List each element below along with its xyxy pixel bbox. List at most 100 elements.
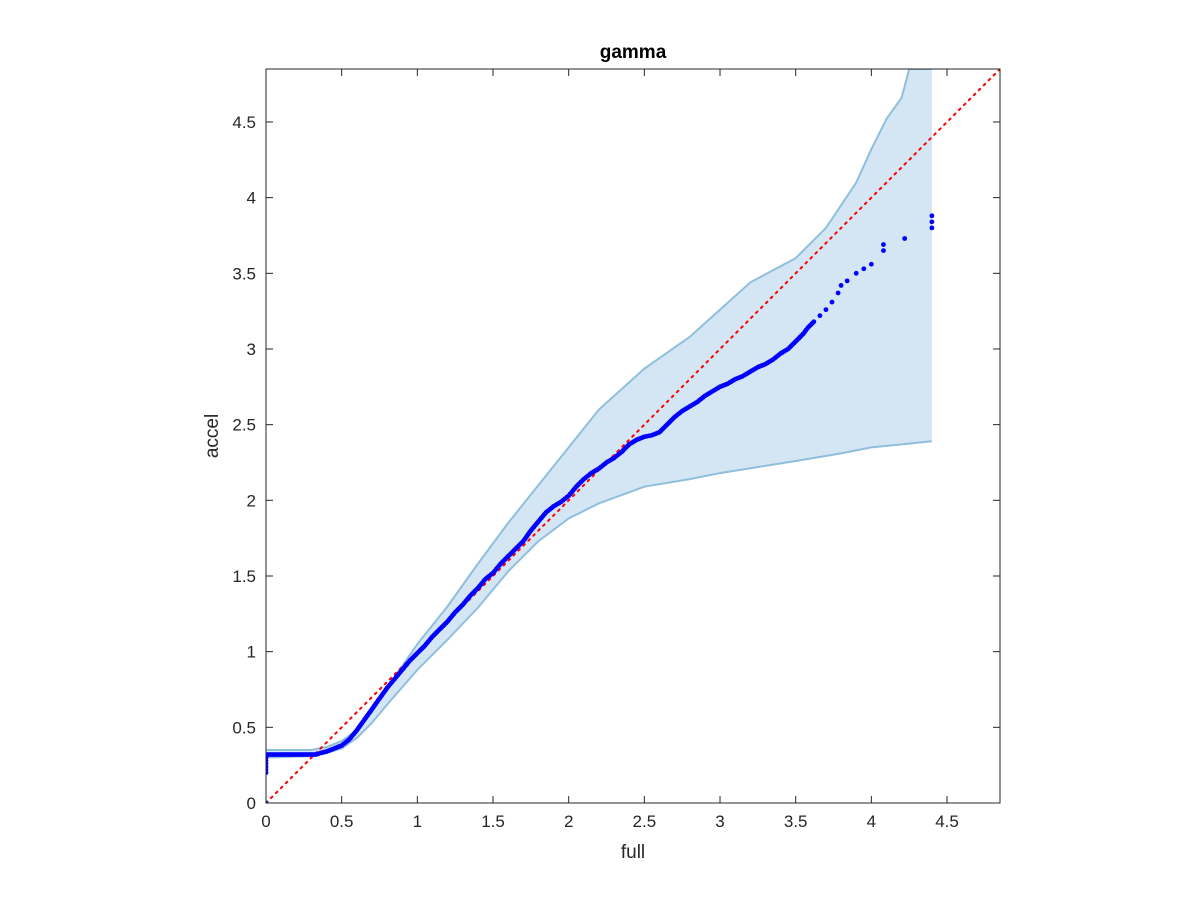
data-point bbox=[322, 749, 327, 755]
data-point bbox=[390, 678, 396, 684]
data-point bbox=[803, 327, 809, 333]
y-tick-label: 4 bbox=[247, 189, 256, 208]
data-point bbox=[383, 687, 389, 693]
data-point bbox=[838, 283, 844, 288]
data-point bbox=[677, 410, 683, 415]
data-point bbox=[655, 430, 660, 436]
data-point bbox=[881, 242, 886, 247]
data-point bbox=[761, 362, 766, 368]
data-point bbox=[829, 299, 835, 305]
band-lower-edge bbox=[266, 440, 932, 759]
x-tick-label: 4 bbox=[867, 812, 876, 831]
data-point bbox=[481, 578, 487, 584]
data-point bbox=[646, 433, 652, 439]
data-point bbox=[753, 365, 759, 371]
data-point bbox=[375, 697, 381, 703]
x-tick-label: 3.5 bbox=[784, 812, 808, 831]
data-point bbox=[428, 635, 434, 641]
data-point bbox=[329, 746, 335, 752]
data-point bbox=[738, 374, 744, 380]
data-point bbox=[745, 370, 751, 376]
data-point bbox=[715, 385, 721, 391]
data-point bbox=[776, 352, 782, 358]
data-point bbox=[625, 443, 631, 449]
data-point bbox=[473, 587, 479, 593]
data-point bbox=[791, 340, 797, 346]
data-point bbox=[902, 236, 908, 241]
data-point bbox=[881, 248, 886, 254]
y-tick-label: 1 bbox=[247, 643, 256, 662]
data-point bbox=[693, 400, 698, 406]
data-point bbox=[564, 494, 570, 500]
data-point bbox=[853, 270, 859, 276]
data-point bbox=[587, 472, 592, 477]
data-point bbox=[617, 451, 623, 456]
y-tick-label: 0.5 bbox=[232, 718, 256, 737]
x-tick-label: 0.5 bbox=[330, 812, 354, 831]
confidence-band-fill bbox=[266, 69, 932, 758]
data-point bbox=[266, 800, 269, 803]
y-tick-label: 0 bbox=[247, 794, 256, 813]
y-tick-label: 4.5 bbox=[232, 113, 256, 132]
data-point bbox=[817, 313, 823, 319]
y-tick-label: 3 bbox=[247, 340, 256, 359]
identity-reference-line bbox=[266, 69, 1000, 803]
data-point bbox=[844, 278, 850, 284]
data-point bbox=[496, 563, 502, 569]
data-point bbox=[723, 382, 729, 387]
data-point bbox=[337, 743, 343, 749]
data-point bbox=[868, 261, 874, 267]
data-point bbox=[466, 595, 472, 600]
data-point bbox=[413, 652, 419, 658]
data-point bbox=[360, 719, 366, 724]
data-point bbox=[443, 620, 449, 626]
data-point bbox=[579, 478, 585, 484]
plot-area: 0 0.5 1 1.5 2 2.5 3 3.5 4 4.5 0 0.5 1 1.5 2 2.5 3 3.5 4 4.5 bbox=[232, 68, 1001, 831]
data-point bbox=[783, 347, 789, 353]
data-point bbox=[527, 529, 532, 535]
data-point bbox=[640, 435, 645, 440]
chart-title: gamma bbox=[600, 42, 667, 63]
y-tick-label: 3.5 bbox=[232, 264, 256, 283]
data-point bbox=[549, 505, 555, 511]
x-axis-label: full bbox=[621, 842, 645, 863]
data-point bbox=[368, 708, 374, 714]
axis-ticks-layer: 0 0.5 1 1.5 2 2.5 3 3.5 4 4.5 0 0.5 1 1.5 2 2.5 3 3.5 4 4.5 bbox=[232, 69, 1000, 831]
data-point bbox=[809, 320, 815, 326]
data-point bbox=[861, 266, 867, 272]
x-tick-label: 2 bbox=[564, 812, 573, 831]
x-tick-label: 3 bbox=[715, 812, 724, 831]
data-point bbox=[663, 423, 668, 429]
data-point bbox=[451, 611, 457, 617]
x-tick-label: 1 bbox=[413, 812, 422, 831]
axes-box bbox=[265, 68, 1001, 804]
data-point bbox=[929, 225, 935, 231]
data-point bbox=[632, 438, 638, 444]
data-point bbox=[929, 219, 935, 225]
y-tick-label: 2 bbox=[247, 491, 256, 510]
data-point bbox=[344, 738, 350, 744]
data-point bbox=[405, 660, 411, 665]
data-point bbox=[572, 486, 578, 491]
data-point bbox=[420, 644, 426, 650]
data-point bbox=[504, 555, 510, 561]
data-point bbox=[835, 290, 841, 296]
data-point bbox=[398, 669, 404, 675]
x-tick-label: 2.5 bbox=[633, 812, 657, 831]
data-point bbox=[311, 752, 317, 757]
data-point bbox=[700, 395, 706, 400]
data-point bbox=[315, 751, 321, 757]
data-point bbox=[929, 213, 935, 219]
data-point bbox=[556, 500, 562, 506]
data-points-layer bbox=[266, 213, 935, 803]
data-point bbox=[519, 540, 525, 546]
data-point bbox=[799, 332, 805, 338]
data-point bbox=[542, 511, 547, 517]
x-tick-label: 4.5 bbox=[935, 812, 959, 831]
data-point bbox=[670, 416, 676, 421]
y-tick-label: 2.5 bbox=[232, 416, 256, 435]
data-point bbox=[458, 603, 464, 609]
data-point bbox=[730, 377, 736, 383]
y-tick-label: 1.5 bbox=[232, 567, 256, 586]
